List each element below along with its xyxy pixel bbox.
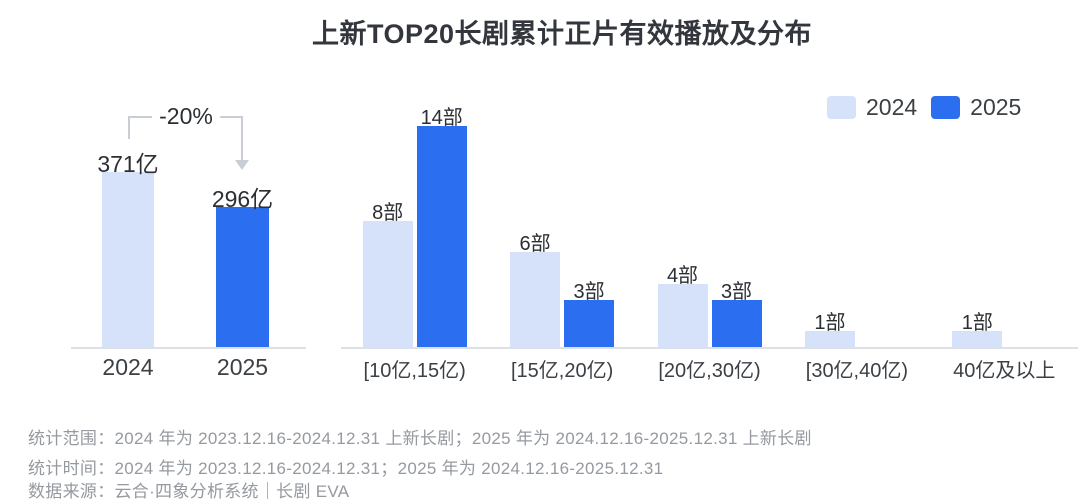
bar-2024-group4: [952, 331, 1003, 347]
footnote-time: 统计时间：2024 年为 2023.12.16-2024.12.31；2025 …: [28, 459, 664, 478]
axis-tick-label: 2025: [216, 354, 269, 380]
legend-swatch-2025: [931, 96, 961, 119]
bar-value-label: 8部: [372, 202, 404, 224]
legend: 2024 2025: [827, 94, 1021, 121]
bar-2025-group1: [564, 300, 615, 347]
axis-tick-label: [15亿,20亿): [510, 360, 614, 382]
x-axis-right: [341, 347, 1078, 349]
bar-value-label: 371亿: [97, 151, 159, 177]
bar-value-label: 4部: [666, 265, 699, 287]
bar-total-2024: [102, 172, 154, 347]
bar-value-label: 1部: [814, 312, 846, 334]
axis-tick-label: [10亿,15亿): [363, 360, 466, 382]
bar-value-label: 3部: [573, 281, 605, 303]
arrow-down-icon: [235, 160, 249, 170]
bar-value-label: 296亿: [211, 186, 274, 212]
bar-2024-group3: [804, 331, 855, 347]
axis-tick-label: [20亿,30亿): [658, 360, 761, 382]
annotation-change-label: -20%: [152, 103, 220, 130]
page-title: 上新TOP20长剧累计正片有效播放及分布: [311, 19, 813, 49]
bar-2025-group0: [416, 126, 467, 347]
legend-label-2025: 2025: [970, 94, 1022, 120]
bar-2024-group0: [362, 221, 413, 347]
bar-value-label: 3部: [720, 281, 753, 303]
axis-tick-label: 2024: [102, 354, 154, 380]
footnote-scope: 统计范围：2024 年为 2023.12.16-2024.12.31 上新长剧；…: [28, 429, 812, 448]
annotation-bracket-left: [128, 116, 130, 139]
footnote-source: 数据来源：云合·四象分析系统｜长剧 EVA: [28, 482, 350, 501]
x-axis-left: [71, 347, 306, 349]
bar-total-2025: [216, 207, 269, 347]
distribution-chart: [10亿,15亿) 8部 14部 [15亿,20亿) 6部 3部 [20亿,30亿) 4部 3部…: [341, 0, 1078, 385]
footnotes: 统计范围：2024 年为 2023.12.16-2024.12.31 上新长剧；…: [28, 0, 1068, 504]
bar-2025-group2: [711, 300, 762, 347]
bar-value-label: 6部: [519, 233, 551, 255]
bar-value-label: 14部: [420, 107, 463, 129]
axis-tick-label: [30亿,40亿): [805, 360, 909, 382]
bar-value-label: 1部: [961, 312, 993, 334]
bar-2024-group1: [510, 252, 561, 347]
legend-swatch-2024: [827, 96, 856, 119]
axis-tick-label: 40亿及以上: [953, 360, 1056, 382]
bar-2024-group2: [657, 284, 708, 347]
legend-label-2024: 2024: [866, 94, 918, 120]
annotation-bracket-right: [241, 116, 243, 161]
total-playback-chart: 371亿 2024 296亿 2025 -20%: [71, 0, 306, 385]
